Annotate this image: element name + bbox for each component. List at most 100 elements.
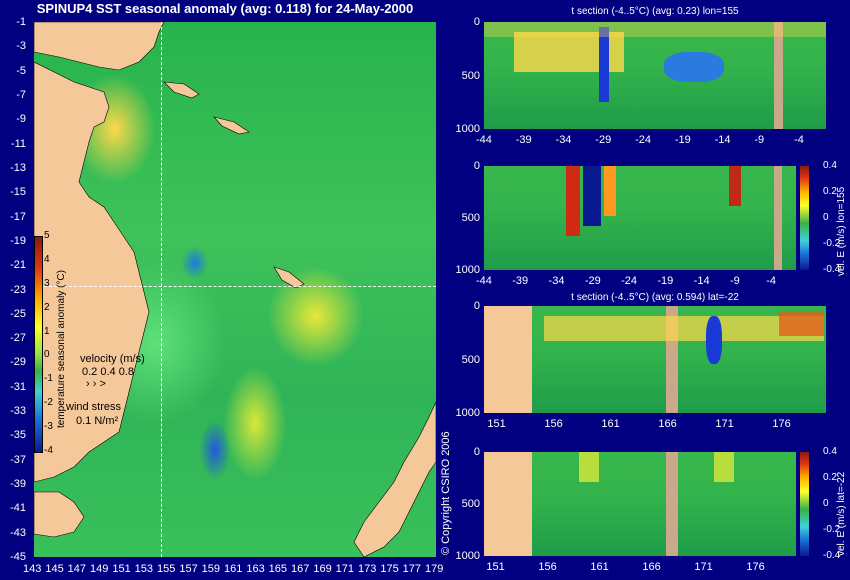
lat-tick-label: -29 [10,356,26,369]
panel-colorbar-tick: -0.4 [823,550,841,561]
velocity-legend-values: 0.2 0.4 0.8 [82,366,134,378]
lon-tick-label: 149 [90,563,109,575]
panel-x-tick: 156 [538,561,557,573]
lon-tick-label: 143 [23,563,42,575]
panel-y-tick: 1000 [455,407,480,419]
velocity-arrows-icon: › › > [86,378,106,390]
panel-3-title: t section (-4..5°C) (avg: 0.594) lat=-22 [571,292,739,303]
colorbar-tick-label: 5 [44,230,50,241]
lat-tick-label: -45 [10,551,26,563]
section-line-lat [34,286,436,287]
lon-tick-label: 151 [112,563,131,575]
panel-4-heatmap [484,452,796,556]
panel-x-tick: -24 [635,134,651,146]
lon-tick-label: 173 [358,563,377,575]
lat-tick-label: -41 [10,502,26,515]
panel-x-tick: -19 [657,275,674,287]
wind-legend-label: wind stress [66,401,122,413]
panel-x-tick: -44 [476,275,492,287]
lat-tick-label: -11 [10,137,26,150]
lon-tick-label: 163 [246,563,265,575]
panel-colorbar-tick: 0.4 [823,160,837,171]
panel-x-tick: -9 [729,275,740,287]
panel-colorbar-tick: 0 [823,212,829,223]
panel-y-tick: 500 [461,353,480,366]
lon-tick-label: 165 [268,563,288,575]
lat-tick-label: -21 [10,259,26,272]
lat-tick-label: -3 [16,40,26,53]
australia-landmass [34,61,150,483]
lat-tick-label: -15 [10,186,26,199]
panel-colorbar-tick: 0.2 [823,186,837,197]
panel-y-tick: 500 [461,498,480,510]
panel-x-tick: -44 [476,134,492,146]
lon-tick-label: 155 [157,563,176,575]
lon-tick-label: 161 [224,563,243,575]
panel-x-tick: -34 [555,134,572,146]
colorbar-tick-label: 1 [44,325,50,337]
panel-y-tick: 0 [473,300,480,312]
map-colorbar [34,236,43,453]
panel-colorbar-tick: -0.4 [823,264,841,275]
lat-tick-label: -31 [10,380,26,393]
panel-x-tick: 161 [601,418,620,430]
lat-tick-label: -37 [10,453,26,466]
lon-tick-label: 157 [179,563,198,575]
panel-x-tick: -14 [693,275,710,287]
panel-x-tick: 176 [772,418,791,430]
panel-1-title: t section (-4..5°C) (avg: 0.23) lon=155 [571,6,739,17]
lon-tick-label: 159 [201,563,221,575]
panel-x-tick: -39 [512,275,529,287]
colorbar-tick-label: 4 [44,253,50,265]
colorbar-tick-label: -3 [44,421,53,433]
panel-y-tick: 1000 [455,550,480,562]
page-title: SPINUP4 SST seasonal anomaly (avg: 0.118… [36,1,414,16]
lat-tick-label: -35 [10,429,26,442]
lon-tick-label: 169 [313,563,332,575]
panel-x-tick: -29 [584,275,601,287]
panel-colorbar-tick: -0.2 [823,524,841,535]
lon-tick-label: 147 [67,563,87,575]
panel-x-tick: 151 [487,418,506,430]
panel-2-side-label: vel. E (m/s) lon=155 [836,186,847,276]
panel-2-heatmap [484,166,796,270]
panel-y-tick: 0 [473,160,480,172]
panel-y-tick: 0 [473,16,480,28]
panel-x-tick: -29 [595,134,612,146]
panel-x-tick: -24 [621,275,638,287]
panel-y-tick: 0 [473,446,480,458]
coastline-layer [34,22,436,557]
panel-y-tick: 500 [461,212,480,224]
lon-tick-label: 167 [291,563,310,575]
panel-x-tick: -4 [794,134,804,146]
lat-tick-label: -7 [16,88,26,101]
new-guinea-landmass [34,22,165,71]
panel-x-tick: 166 [642,561,661,573]
lat-tick-label: -25 [10,307,26,320]
panel-3-heatmap [484,306,826,413]
lat-tick-label: -9 [16,113,26,126]
colorbar-tick-label: 0 [44,349,50,361]
panel-4-side-label: vel. E (m/s) lat=-22 [836,471,847,556]
panel-x-tick: 161 [590,561,609,573]
lon-tick-label: 145 [45,563,64,575]
solomon-islands-landmass [163,81,200,99]
lon-tick-label: 175 [380,563,399,575]
panel-1-heatmap [484,22,826,129]
panel-x-tick: 176 [746,561,765,573]
panel-x-tick: 171 [715,418,734,430]
colorbar-tick-label: -1 [44,373,53,385]
lon-tick-label: 171 [335,563,355,575]
new-zealand-landmass [353,401,436,557]
wind-legend-value: 0.1 N/m² [76,415,119,427]
panel-y-tick: 1000 [455,123,480,135]
panel-colorbar-tick: 0 [823,498,829,509]
panel-x-tick: -34 [548,275,565,287]
panel-x-tick: 156 [544,418,563,430]
lat-tick-label: -1 [16,16,26,28]
lon-tick-label: 179 [425,563,444,575]
panel-x-tick: 151 [486,561,505,573]
panel-colorbar-tick: 0.4 [823,446,837,457]
colorbar-tick-label: 2 [44,301,50,313]
lat-tick-label: -17 [10,210,26,223]
